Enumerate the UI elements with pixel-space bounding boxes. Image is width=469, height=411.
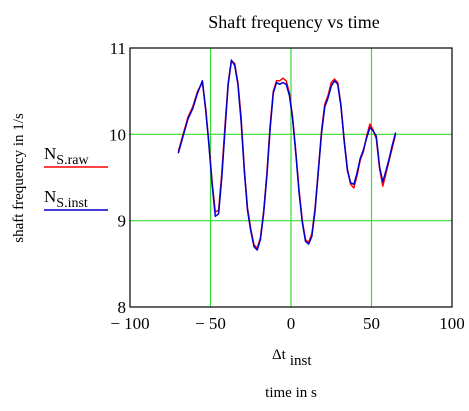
x-tick-label: 50 <box>363 314 380 333</box>
legend-entry-inst-sub: S.inst <box>56 196 88 211</box>
legend-entry-raw-sub: S.raw <box>56 153 89 168</box>
y-axis-label: shaft frequency in 1/s <box>11 113 27 243</box>
grid <box>130 48 452 307</box>
x-tick-label: 100 <box>439 314 465 333</box>
x-axis-caption: time in s <box>265 385 317 401</box>
x-tick-labels: − 100 − 50 0 50 100 <box>110 314 464 333</box>
chart-title: Shaft frequency vs time <box>208 12 379 32</box>
legend: NS.raw NS.inst <box>44 144 108 211</box>
legend-entry-inst-main: N <box>44 187 56 206</box>
y-tick-label: 11 <box>110 39 126 58</box>
y-tick-labels: 8 9 10 11 <box>109 39 126 317</box>
legend-entry-inst: NS.inst <box>44 187 88 211</box>
series-line-inst <box>177 59 397 251</box>
y-tick-label: 10 <box>109 125 126 144</box>
y-tick-label: 9 <box>118 212 127 231</box>
plot-frame <box>129 47 453 308</box>
x-axis-label-main: Δt <box>272 347 287 363</box>
legend-entry-raw: NS.raw <box>44 144 89 168</box>
x-tick-label: − 100 <box>110 314 149 333</box>
x-tick-label: − 50 <box>195 314 226 333</box>
x-axis-label-sub: inst <box>290 353 313 369</box>
legend-entry-raw-main: N <box>44 144 56 163</box>
x-axis-label: Δt inst <box>272 347 312 369</box>
x-tick-label: 0 <box>287 314 296 333</box>
series-layer <box>177 59 397 251</box>
y-tick-label: 8 <box>118 298 127 317</box>
